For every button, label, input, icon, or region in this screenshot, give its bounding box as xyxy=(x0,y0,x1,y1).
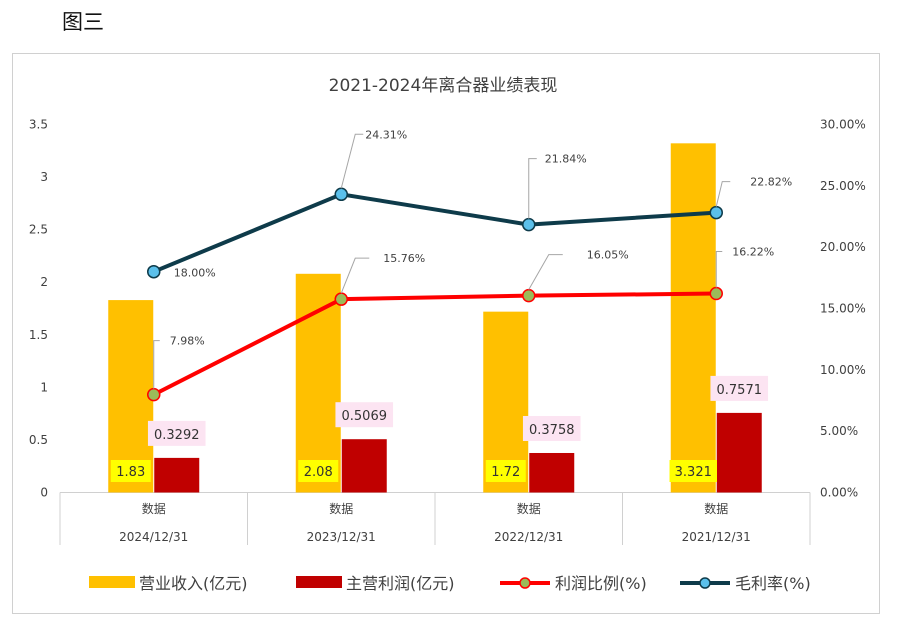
legend: 营业收入(亿元) 主营利润(亿元) 利润比例(%) 毛利率(%) xyxy=(89,574,811,593)
leader-line xyxy=(528,254,563,290)
category-date-label: 2021/12/31 xyxy=(682,530,751,544)
legend-revenue-swatch xyxy=(89,576,135,588)
left-tick-label: 2 xyxy=(40,275,48,289)
profit-ratio-label: 7.98% xyxy=(170,335,205,348)
leader-line xyxy=(153,340,160,389)
right-tick-label: 0.00% xyxy=(820,486,858,500)
revenue-label-box xyxy=(298,460,339,482)
right-tick-label: 15.00% xyxy=(820,302,866,316)
category-label: 数据 xyxy=(517,501,541,516)
profit-ratio-point xyxy=(147,387,161,402)
right-axis: 0.00% 5.00% 10.00% 15.00% 20.00% 25.00% 30.00% xyxy=(820,118,866,500)
revenue-data-label: 1.72 xyxy=(491,465,520,480)
profit-bar xyxy=(529,452,575,493)
revenue-label-box xyxy=(485,460,526,482)
profit-label-box xyxy=(147,420,206,446)
legend-revenue-label: 营业收入(亿元) xyxy=(139,574,248,593)
revenue-bar xyxy=(295,273,341,493)
leader-line xyxy=(528,158,537,219)
left-tick-label: 2.5 xyxy=(29,223,48,237)
category-date-label: 2023/12/31 xyxy=(307,530,376,544)
profit-label-box xyxy=(335,402,394,428)
category-date-label: 2022/12/31 xyxy=(494,530,563,544)
left-tick-label: 3.5 xyxy=(29,118,48,132)
category-axis-table: 数据 2024/12/31 数据 2023/12/31 数据 2022/12/31 数据 20… xyxy=(59,492,811,545)
left-tick-label: 0.5 xyxy=(29,433,48,447)
category-label: 数据 xyxy=(142,501,166,516)
gross-margin-point xyxy=(522,217,536,232)
gross-margin-label: 24.31% xyxy=(365,128,407,141)
profit-ratio-label: 15.76% xyxy=(383,252,425,265)
legend-profit-swatch xyxy=(296,576,342,588)
profit-data-label: 0.5069 xyxy=(342,409,388,424)
profit-ratio-point xyxy=(522,288,536,303)
leader-line xyxy=(340,257,370,294)
right-tick-label: 5.00% xyxy=(820,424,858,438)
leader-line xyxy=(340,133,364,189)
gross-margin-label: 18.00% xyxy=(174,267,216,280)
profit-bar xyxy=(154,457,200,493)
left-tick-label: 1 xyxy=(40,380,48,394)
legend-gross-margin-label: 毛利率(%) xyxy=(735,574,811,593)
leader-line xyxy=(715,181,731,207)
left-tick-label: 0 xyxy=(40,486,48,500)
revenue-label-box xyxy=(110,460,151,482)
left-tick-label: 1.5 xyxy=(29,328,48,342)
category-label: 数据 xyxy=(704,501,728,516)
leader-line xyxy=(715,251,723,288)
legend-profit-ratio-label: 利润比例(%) xyxy=(555,574,647,593)
gross-margin-label: 22.82% xyxy=(750,176,792,189)
profit-ratio-point xyxy=(709,286,723,301)
legend-profit-ratio-marker xyxy=(519,577,531,589)
profit-label-box xyxy=(710,375,769,401)
revenue-label-box xyxy=(669,460,717,482)
gross-margin-label: 21.84% xyxy=(545,153,587,166)
profit-ratio-label: 16.05% xyxy=(587,249,629,262)
right-tick-label: 30.00% xyxy=(820,118,866,132)
right-tick-label: 25.00% xyxy=(820,179,866,193)
category-date-label: 2024/12/31 xyxy=(119,530,188,544)
left-tick-label: 3 xyxy=(40,170,48,184)
profit-data-label: 0.3292 xyxy=(154,428,200,443)
legend-profit-label: 主营利润(亿元) xyxy=(346,574,455,593)
profit-ratio-label: 16.22% xyxy=(732,246,774,259)
revenue-bar xyxy=(670,143,716,493)
data-labels: 1.83 2.08 1.72 3.321 0.3292 0.5069 0.3758 0.757… xyxy=(110,128,792,482)
profit-ratio-point xyxy=(334,292,348,306)
line-series xyxy=(147,187,723,402)
profit-bar xyxy=(716,412,762,493)
bar-series xyxy=(108,143,762,493)
right-tick-label: 10.00% xyxy=(820,363,866,377)
revenue-data-label: 2.08 xyxy=(304,465,333,480)
gross-margin-point xyxy=(709,205,723,220)
gross-margin-point xyxy=(147,264,161,279)
revenue-data-label: 1.83 xyxy=(116,465,145,480)
profit-data-label: 0.3758 xyxy=(529,423,575,438)
left-axis: 0 0.5 1 1.5 2 2.5 3 3.5 xyxy=(29,118,48,500)
profit-ratio-line xyxy=(152,291,717,397)
profit-data-label: 0.7571 xyxy=(717,383,763,398)
right-tick-label: 20.00% xyxy=(820,240,866,254)
chart-title: 2021-2024年离合器业绩表现 xyxy=(329,76,558,96)
gross-margin-line xyxy=(152,192,717,274)
category-label: 数据 xyxy=(329,501,353,516)
gross-margin-point xyxy=(334,187,348,202)
legend-gross-margin-marker xyxy=(699,577,711,589)
chart-frame xyxy=(12,53,880,614)
profit-label-box xyxy=(522,415,581,441)
revenue-data-label: 3.321 xyxy=(675,465,712,480)
profit-bar xyxy=(341,439,387,493)
figure-label: 图三 xyxy=(62,10,104,34)
